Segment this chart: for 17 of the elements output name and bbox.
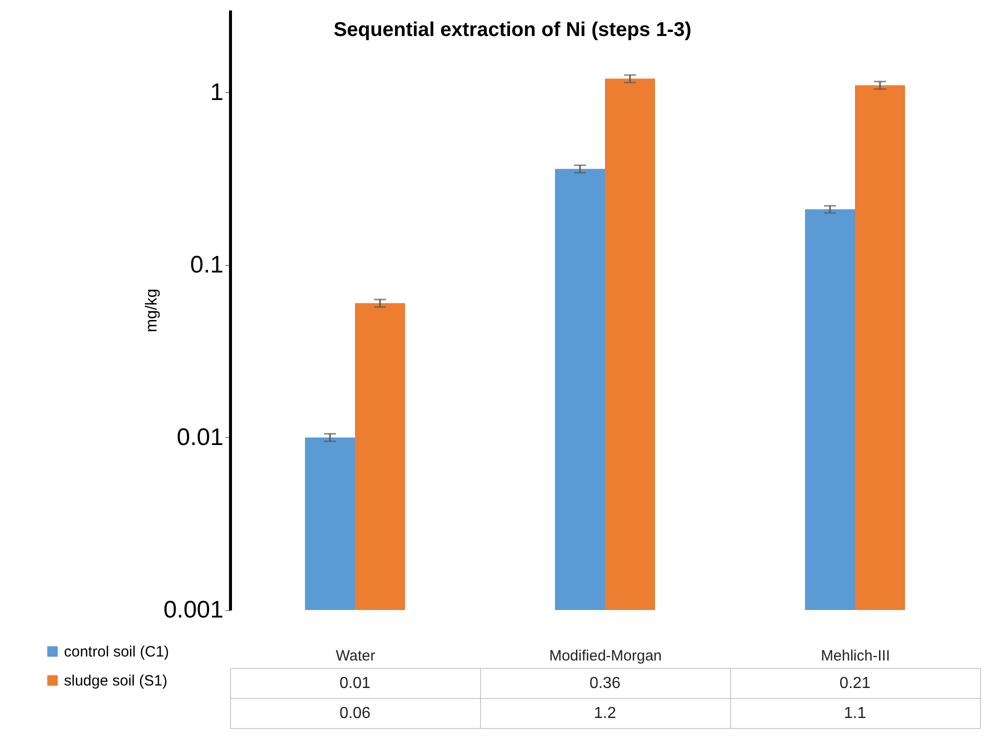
y-tick-label: 0.01 xyxy=(176,424,224,451)
data-label: 0.06 xyxy=(339,705,371,722)
x-tick-label: Mehlich-III xyxy=(820,648,890,664)
data-label: 1.2 xyxy=(594,705,616,722)
y-tick-label: 0.001 xyxy=(163,596,224,624)
data-label: 0.36 xyxy=(589,675,621,692)
y-axis-title: mg/kg xyxy=(143,288,160,332)
y-tick-label: 1 xyxy=(210,78,224,106)
legend-label: control soil (C1) xyxy=(64,644,170,660)
x-tick-label: Water xyxy=(336,648,376,664)
x-tick-label: Modified-Morgan xyxy=(549,648,662,664)
legend-label: sludge soil (S1) xyxy=(64,672,168,690)
chart-title: Sequential extraction of Ni (steps 1-3) xyxy=(334,19,692,41)
data-label: 1.1 xyxy=(844,705,866,722)
data-label: 0.01 xyxy=(339,675,371,692)
y-tick-label: 0.1 xyxy=(190,251,224,278)
data-label: 0.21 xyxy=(839,675,871,692)
